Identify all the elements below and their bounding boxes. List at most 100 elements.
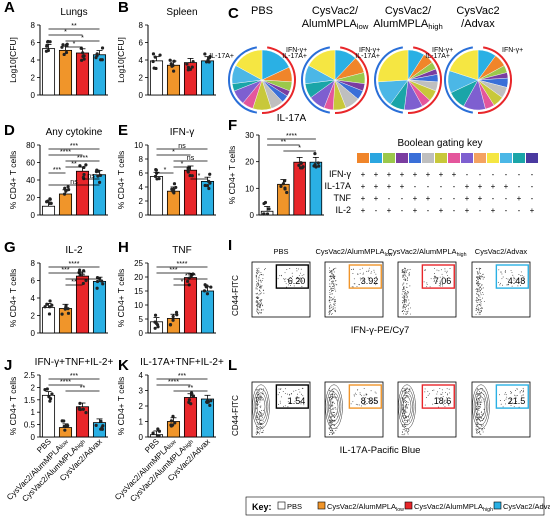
flow-gate-L-3	[495, 384, 529, 409]
data-point-F-1	[281, 182, 285, 186]
data-point-B-1	[168, 58, 172, 62]
flow-event	[259, 279, 261, 281]
flow-event	[434, 279, 435, 281]
boolean-mark-1-10: +	[491, 182, 496, 191]
data-point-G-0	[45, 302, 49, 306]
flow-event	[476, 268, 477, 269]
flow-event	[333, 303, 334, 305]
flow-event	[477, 405, 479, 407]
flow-event	[522, 389, 524, 391]
y-tick-label-B: 6	[139, 39, 144, 48]
flow-event	[331, 312, 333, 314]
boolean-mark-1-1: +	[374, 182, 379, 191]
flow-contour	[256, 396, 266, 417]
flow-event	[329, 298, 331, 300]
flow-event	[332, 285, 334, 287]
flow-event	[442, 276, 444, 278]
flow-event	[403, 423, 405, 425]
flow-event	[260, 423, 262, 425]
flow-event	[429, 286, 431, 288]
flow-event	[402, 276, 404, 278]
data-point-D-0	[45, 200, 49, 204]
flow-event	[262, 304, 264, 306]
flow-event	[367, 398, 369, 400]
y-tick-label-E: 2	[139, 197, 144, 206]
pie-slice-0-11	[235, 49, 263, 81]
y-tick-label-H: 15	[134, 287, 143, 296]
flow-event	[402, 313, 404, 315]
flow-event	[402, 269, 404, 271]
flow-event	[406, 417, 407, 418]
flow-event	[359, 268, 361, 270]
flow-event	[480, 289, 482, 290]
flow-event	[332, 274, 334, 276]
flow-event	[444, 268, 446, 270]
flow-event	[258, 290, 260, 292]
flow-event	[505, 270, 507, 272]
flow-event	[257, 392, 259, 394]
flow-event	[331, 403, 333, 405]
flow-event	[257, 306, 259, 308]
flow-event	[405, 270, 407, 272]
flow-event	[404, 433, 406, 435]
data-point-F-3	[317, 164, 321, 168]
flow-event	[258, 313, 260, 315]
y-axis-label-K: % CD4+ T cells	[116, 377, 126, 436]
y-tick-label-A: 6	[31, 39, 36, 48]
flow-event	[402, 306, 404, 308]
flow-event	[406, 286, 408, 288]
flow-event	[475, 307, 477, 309]
flow-event	[298, 389, 300, 390]
flow-event	[514, 281, 516, 283]
flow-contour	[328, 392, 340, 421]
flow-event	[401, 311, 403, 313]
flow-y-label-I: CD44-FITC	[231, 275, 240, 316]
ifng-arc-label-3: IFN-γ+	[502, 47, 523, 54]
data-point-H-3	[209, 285, 213, 289]
flow-event	[329, 430, 331, 432]
flow-event	[407, 304, 409, 306]
flow-event	[374, 391, 376, 393]
flow-event	[479, 427, 481, 429]
flow-event	[287, 284, 289, 286]
flow-event	[479, 304, 480, 305]
flow-event	[405, 407, 407, 408]
data-point-B-1	[172, 59, 176, 63]
flow-event	[262, 417, 264, 419]
flow-event	[403, 291, 405, 293]
legend-swatch-3	[493, 501, 502, 510]
data-point-F-1	[283, 179, 287, 183]
flow-event	[445, 391, 447, 393]
flow-event	[332, 290, 334, 292]
bar-A-0	[41, 48, 56, 96]
flow-event	[333, 420, 335, 422]
flow-event	[475, 425, 477, 427]
data-point-K-0	[156, 427, 160, 431]
boolean-color-swatch-4	[409, 153, 421, 163]
boolean-mark-3-8: +	[465, 206, 470, 215]
y-tick-label-E: 10	[134, 141, 143, 150]
panel-letter-D: D	[4, 122, 15, 139]
flow-event	[407, 404, 409, 406]
flow-frame-I-2	[397, 261, 457, 318]
flow-event	[440, 393, 442, 395]
y-tick-label-J: 0	[31, 433, 36, 442]
data-point-H-3	[205, 284, 209, 288]
flow-event	[256, 270, 258, 272]
flow-event	[259, 401, 261, 403]
flow-event	[331, 282, 333, 284]
flow-event	[262, 409, 264, 411]
flow-x-label-I: IFN-γ-PE/Cy7	[351, 325, 410, 336]
data-point-H-1	[175, 313, 179, 317]
flow-event	[403, 434, 405, 436]
data-point-J-2	[81, 407, 85, 411]
y-tick-label-E: 4	[139, 183, 144, 192]
flow-event	[403, 420, 405, 421]
data-point-H-3	[202, 289, 207, 293]
flow-event	[401, 269, 403, 271]
flow-event	[479, 296, 481, 298]
flow-event	[331, 433, 333, 435]
legend-label-1: CysVac2/AlumMPLAlow	[327, 502, 404, 513]
flow-event	[329, 432, 331, 433]
panel-letter-I: I	[228, 237, 232, 254]
